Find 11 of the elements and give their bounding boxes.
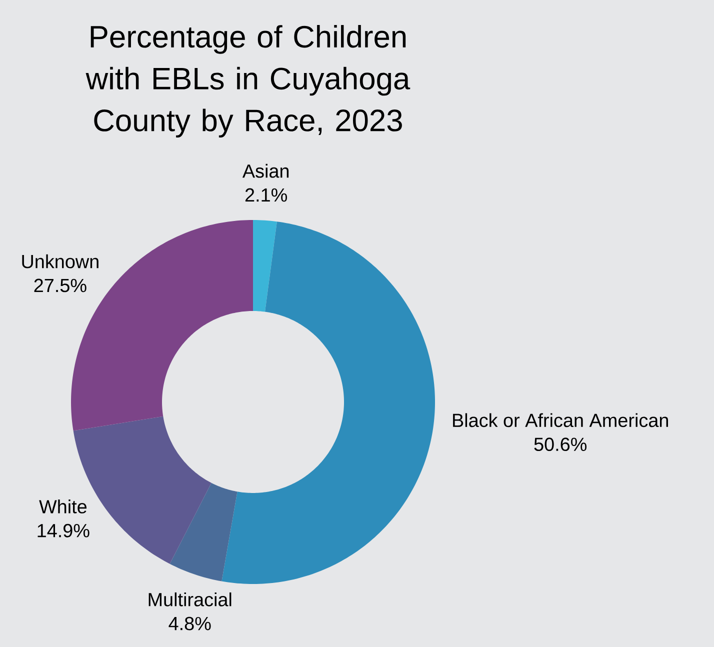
- slice-label: Multiracial: [148, 592, 232, 606]
- slice-label: Asian: [242, 164, 289, 178]
- data-label: 50.6%: [534, 438, 587, 452]
- slice-label: Black or African American: [453, 413, 668, 428]
- data-label: 2.1%: [245, 188, 287, 202]
- data-label: 14.9%: [38, 524, 90, 538]
- data-label: 27.5%: [34, 278, 86, 292]
- slice-label: Unknown: [22, 254, 98, 268]
- slice-label: White: [39, 500, 87, 514]
- data-label: 4.8%: [168, 616, 211, 630]
- chart-title: Percentage of Children with EBLs in Cuyahoga County by Race, 2023: [86, 25, 410, 138]
